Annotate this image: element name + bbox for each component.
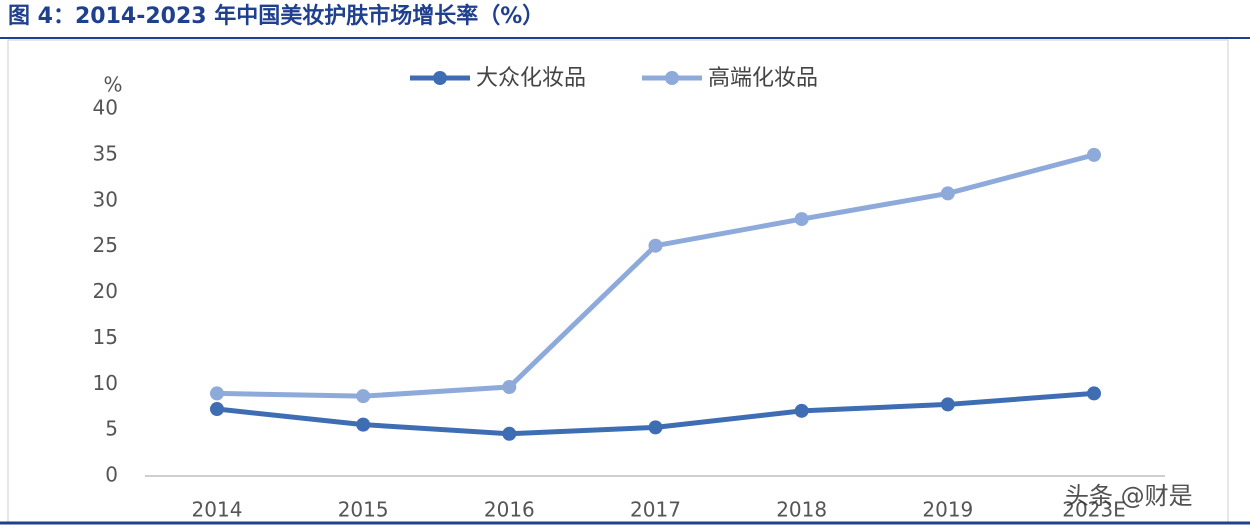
chart-title: 图 4：2014-2023 年中国美妆护肤市场增长率（%）: [8, 3, 544, 29]
point: [502, 380, 517, 395]
point: [940, 397, 955, 412]
legend-marker: [665, 71, 679, 85]
x-tick-label: 2018: [776, 498, 827, 522]
y-tick-label: 30: [93, 187, 118, 211]
point: [794, 403, 809, 418]
point: [648, 420, 663, 435]
x-tick-label: 2019: [922, 498, 973, 522]
point: [1087, 386, 1101, 401]
point: [502, 426, 517, 441]
point: [210, 386, 224, 401]
x-tick-label: 2023E: [1062, 498, 1126, 522]
y-tick-label: 15: [93, 325, 118, 349]
legend-label: 大众化妆品: [476, 66, 586, 91]
y-tick-label: 35: [93, 141, 118, 165]
x-tick-label: 2017: [630, 498, 681, 522]
point: [648, 238, 663, 253]
x-tick-label: 2015: [338, 498, 389, 522]
y-tick-label: 10: [93, 371, 118, 395]
y-tick-label: 0: [105, 463, 118, 487]
y-tick-label: 25: [93, 233, 118, 257]
point: [356, 417, 371, 432]
point: [356, 389, 371, 404]
x-tick-label: 2016: [484, 498, 535, 522]
point: [1087, 147, 1101, 162]
y-tick-label: 20: [93, 279, 118, 303]
legend-marker: [433, 71, 447, 85]
point: [794, 212, 809, 227]
watermark: 头条 @财是: [1065, 482, 1193, 510]
x-tick-label: 2014: [192, 498, 243, 522]
point: [940, 186, 955, 201]
point: [210, 402, 224, 417]
legend-label: 高端化妆品: [708, 66, 818, 91]
y-axis-label: %: [103, 73, 122, 97]
series-line: [216, 152, 1095, 399]
y-tick-label: 5: [105, 417, 118, 441]
y-tick-label: 40: [93, 96, 118, 120]
